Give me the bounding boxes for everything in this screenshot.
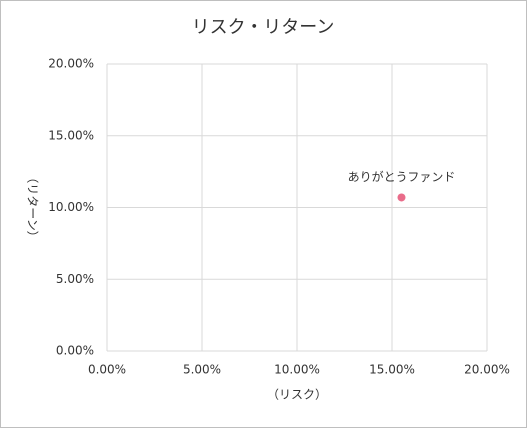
x-tick-label: 20.00% <box>464 363 510 377</box>
y-tick-label: 5.00% <box>56 272 94 286</box>
x-tick-label: 15.00% <box>369 363 415 377</box>
point <box>397 193 406 202</box>
y-axis-label: （リターン） <box>26 171 40 242</box>
x-tick-label: 10.00% <box>274 363 320 377</box>
y-tick-label: 10.00% <box>48 200 94 214</box>
point-label: ありがとうファンド <box>348 169 456 184</box>
x-tick-label: 5.00% <box>183 363 221 377</box>
chart-title: リスク・リターン <box>192 17 335 38</box>
y-tick-label: 0.00% <box>56 344 94 358</box>
y-tick-label: 20.00% <box>48 57 94 71</box>
y-tick-label: 15.00% <box>48 128 94 142</box>
x-tick-label: 0.00% <box>88 363 126 377</box>
x-axis-label: （リスク） <box>267 388 327 402</box>
